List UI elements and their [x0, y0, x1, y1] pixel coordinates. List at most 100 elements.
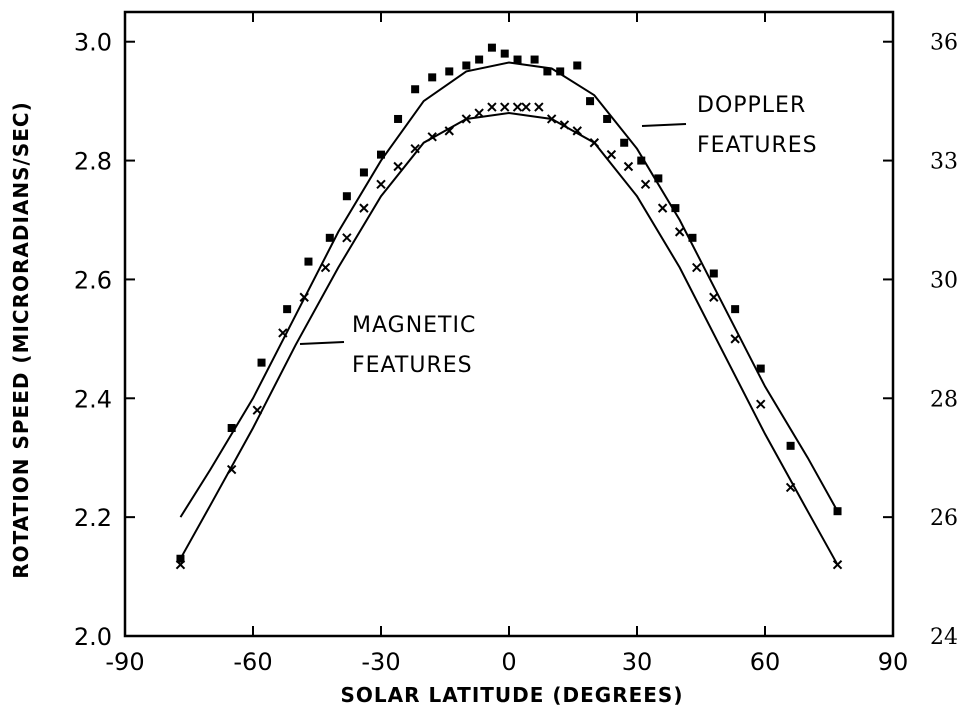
doppler-data-point	[227, 424, 236, 432]
y-right-tick-label: 36	[930, 31, 958, 56]
doppler-data-point	[325, 233, 334, 242]
magnetic-data-point	[623, 161, 634, 172]
magnetic-data-point	[175, 559, 186, 570]
y-axis-title: ROTATION SPEED (MICRORADIANS/SEC)	[9, 101, 33, 578]
x-tick-label: -90	[105, 648, 144, 676]
doppler-data-point	[620, 138, 629, 147]
magnetic-data-point	[785, 482, 796, 493]
magnetic-data-point	[487, 102, 497, 112]
doppler-data-point	[359, 168, 368, 177]
magnetic-data-point	[512, 102, 523, 112]
y-axis-right-ticks: 24 26 28 30 33 36	[883, 31, 958, 650]
magnetic-data-point	[640, 179, 651, 190]
doppler-data-point	[257, 358, 266, 367]
magnetic-data-point	[376, 179, 386, 190]
x-tick-label: 60	[750, 648, 781, 676]
y-right-tick-label: 26	[930, 506, 958, 531]
doppler-data-point	[543, 67, 552, 76]
doppler-data-point	[654, 174, 663, 183]
magnetic-data-point	[546, 114, 557, 124]
y-tick-label: 2.6	[74, 266, 112, 294]
doppler-data-point	[394, 114, 403, 123]
x-axis-title: SOLAR LATITUDE (DEGREES)	[341, 683, 684, 707]
magnetic-data-point	[572, 126, 582, 136]
y-tick-label: 3.0	[74, 29, 112, 57]
y-tick-label: 2.0	[74, 623, 112, 651]
magnetic-data-point	[730, 334, 740, 344]
doppler-data-point	[586, 97, 595, 106]
doppler-data-point	[709, 269, 718, 278]
magnetic-data-point	[674, 227, 685, 237]
doppler-data-point	[513, 55, 522, 64]
x-axis-ticks: -90 -60 -30 0 30 60 90	[105, 12, 908, 676]
doppler-data-point	[603, 114, 612, 123]
doppler-data-point	[573, 61, 582, 70]
y-tick-label: 2.8	[74, 148, 112, 176]
data-points	[175, 43, 843, 570]
magnetic-data-point	[474, 108, 484, 118]
magnetic-data-point	[709, 292, 719, 302]
magnetic-data-point	[444, 126, 454, 136]
doppler-data-point	[487, 43, 496, 52]
doppler-data-point	[556, 67, 565, 76]
magnetic-annotation-line-1: MAGNETIC	[352, 313, 476, 338]
doppler-data-point	[377, 150, 385, 159]
doppler-annotation-line-1: DOPPLER	[697, 93, 806, 118]
doppler-data-point	[671, 204, 680, 213]
doppler-data-point	[756, 364, 765, 373]
y-right-tick-label: 28	[930, 387, 958, 412]
magnetic-data-point	[461, 114, 472, 124]
doppler-data-point	[637, 156, 646, 165]
magnetic-data-point	[278, 328, 288, 338]
magnetic-data-point	[657, 203, 668, 213]
magnetic-data-point	[606, 149, 617, 160]
doppler-data-point	[475, 55, 484, 64]
doppler-data-point	[786, 441, 795, 450]
doppler-data-point	[428, 73, 437, 82]
y-right-tick-label: 24	[930, 625, 958, 650]
magnetic-data-point	[252, 405, 262, 415]
doppler-data-point	[411, 85, 420, 94]
doppler-annotation: DOPPLER FEATURES	[641, 93, 818, 158]
x-tick-label: -30	[361, 648, 400, 676]
magnetic-data-point	[393, 161, 403, 172]
y-tick-label: 2.2	[74, 504, 112, 532]
doppler-data-point	[530, 55, 539, 64]
magnetic-data-point	[756, 399, 766, 409]
doppler-data-point	[304, 257, 313, 266]
x-tick-label: 0	[501, 648, 516, 676]
y-right-tick-label: 30	[930, 268, 958, 293]
fit-curves	[179, 61, 839, 566]
x-tick-label: -60	[233, 648, 272, 676]
magnetic-data-point	[534, 102, 544, 112]
magnetic-data-point	[359, 203, 369, 213]
magnetic-data-point	[500, 102, 510, 112]
magnetic-data-point	[589, 138, 600, 148]
doppler-data-point	[688, 233, 697, 242]
magnetic-data-point	[692, 262, 702, 273]
doppler-data-point	[833, 507, 842, 516]
magnetic-data-point	[521, 102, 531, 112]
doppler-data-point	[462, 61, 471, 70]
magnetic-data-point	[226, 464, 237, 475]
magnetic-data-point	[342, 233, 352, 243]
x-tick-label: 90	[878, 648, 909, 676]
magnetic-data-point	[410, 143, 420, 154]
doppler-annotation-line-2: FEATURES	[697, 133, 818, 158]
fit-curve-magnetic	[179, 111, 839, 566]
y-tick-label: 2.4	[74, 385, 112, 413]
magnetic-annotation: MAGNETIC FEATURES	[299, 313, 476, 378]
magnetic-data-point	[299, 292, 309, 302]
doppler-data-point	[342, 192, 351, 201]
magnetic-data-point	[320, 262, 331, 273]
magnetic-leader-line	[299, 341, 345, 345]
x-tick-label: 30	[622, 648, 653, 676]
y-axis-ticks: 2.0 2.2 2.4 2.6 2.8 3.0	[74, 29, 135, 651]
doppler-data-point	[445, 67, 454, 76]
magnetic-data-point	[832, 559, 843, 570]
magnetic-annotation-line-2: FEATURES	[352, 353, 473, 378]
fit-curve-doppler	[179, 61, 839, 518]
y-right-tick-label: 33	[930, 150, 958, 175]
magnetic-data-point	[559, 120, 570, 130]
